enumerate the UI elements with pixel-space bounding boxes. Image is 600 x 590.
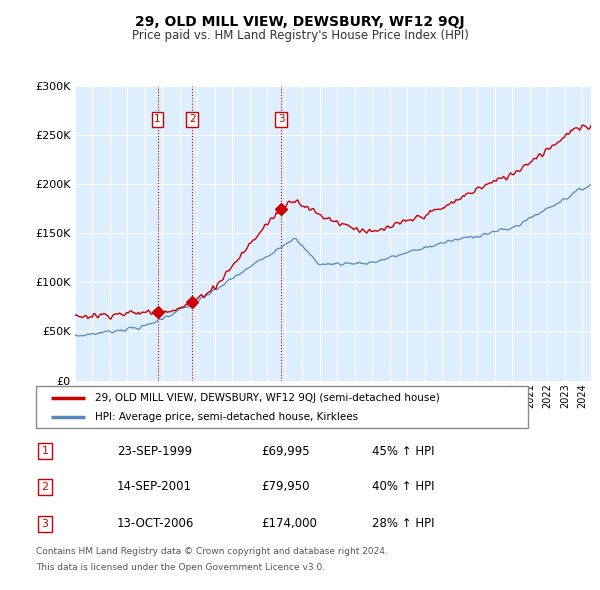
Text: 1: 1 (154, 114, 161, 124)
Text: 2: 2 (189, 114, 196, 124)
Text: 29, OLD MILL VIEW, DEWSBURY, WF12 9QJ (semi-detached house): 29, OLD MILL VIEW, DEWSBURY, WF12 9QJ (s… (95, 393, 440, 403)
Text: HPI: Average price, semi-detached house, Kirklees: HPI: Average price, semi-detached house,… (95, 412, 358, 422)
Text: £174,000: £174,000 (261, 517, 317, 530)
Text: 40% ↑ HPI: 40% ↑ HPI (372, 480, 434, 493)
Text: 13-OCT-2006: 13-OCT-2006 (117, 517, 194, 530)
Text: 3: 3 (278, 114, 284, 124)
FancyBboxPatch shape (36, 386, 528, 428)
Text: 23-SEP-1999: 23-SEP-1999 (117, 445, 192, 458)
Text: £69,995: £69,995 (261, 445, 310, 458)
Text: 2: 2 (41, 482, 49, 491)
Text: £79,950: £79,950 (261, 480, 310, 493)
Text: 1: 1 (41, 447, 49, 456)
Text: Contains HM Land Registry data © Crown copyright and database right 2024.: Contains HM Land Registry data © Crown c… (36, 547, 388, 556)
Text: This data is licensed under the Open Government Licence v3.0.: This data is licensed under the Open Gov… (36, 563, 325, 572)
Text: 29, OLD MILL VIEW, DEWSBURY, WF12 9QJ: 29, OLD MILL VIEW, DEWSBURY, WF12 9QJ (135, 15, 465, 29)
Text: 28% ↑ HPI: 28% ↑ HPI (372, 517, 434, 530)
Text: 3: 3 (41, 519, 49, 529)
Text: Price paid vs. HM Land Registry's House Price Index (HPI): Price paid vs. HM Land Registry's House … (131, 30, 469, 42)
Text: 14-SEP-2001: 14-SEP-2001 (117, 480, 192, 493)
Text: 45% ↑ HPI: 45% ↑ HPI (372, 445, 434, 458)
